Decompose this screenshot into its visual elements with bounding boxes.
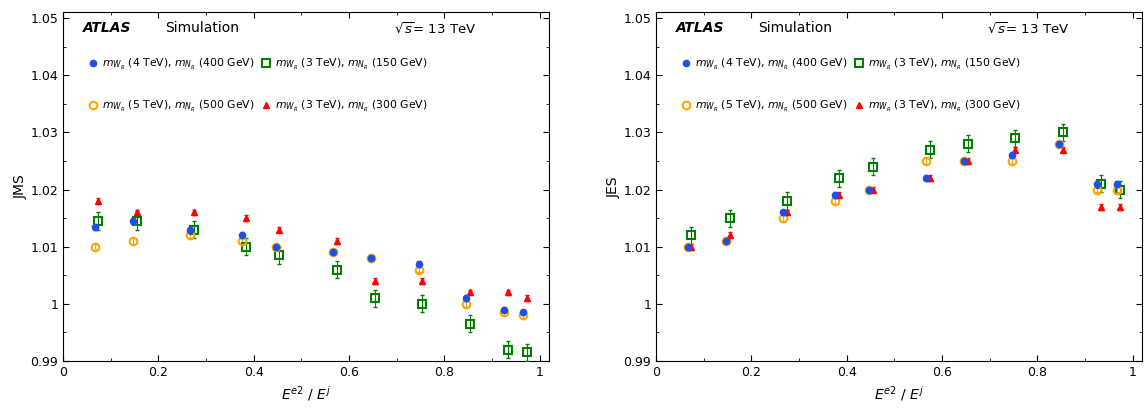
X-axis label: $E^{e2}$ / $E^{j}$: $E^{e2}$ / $E^{j}$ [281,384,332,403]
Y-axis label: JMS: JMS [14,174,28,199]
Text: ATLAS: ATLAS [676,21,724,35]
Legend: $m_{W_{R}}$ (5 TeV), $m_{N_{R}}$ (500 GeV), $m_{W_{R}}$ (3 TeV), $m_{N_{R}}$ (30: $m_{W_{R}}$ (5 TeV), $m_{N_{R}}$ (500 Ge… [83,95,432,118]
X-axis label: $E^{e2}$ / $E^{j}$: $E^{e2}$ / $E^{j}$ [874,384,924,403]
Text: Simulation: Simulation [758,21,832,35]
Text: ATLAS: ATLAS [83,21,131,35]
Text: $\sqrt{s}$= 13 TeV: $\sqrt{s}$= 13 TeV [987,21,1069,37]
Text: Simulation: Simulation [165,21,239,35]
Text: $\sqrt{s}$= 13 TeV: $\sqrt{s}$= 13 TeV [394,21,476,37]
Legend: $m_{W_{R}}$ (5 TeV), $m_{N_{R}}$ (500 GeV), $m_{W_{R}}$ (3 TeV), $m_{N_{R}}$ (30: $m_{W_{R}}$ (5 TeV), $m_{N_{R}}$ (500 Ge… [676,95,1025,118]
Y-axis label: JES: JES [606,176,621,198]
